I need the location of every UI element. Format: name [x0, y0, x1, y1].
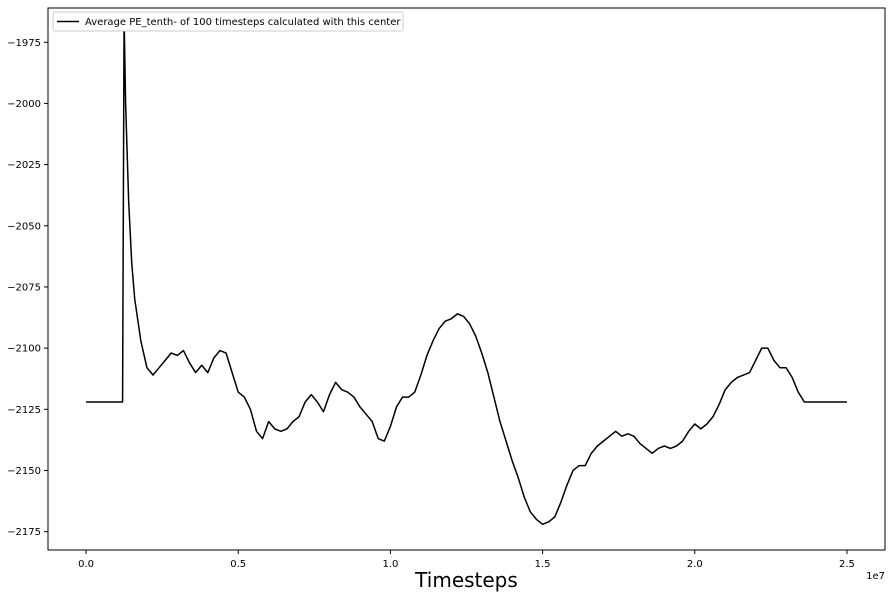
y-axis: −1975 −2000 −2025 −2050 −2075 −2100 −2125 −2150…: [7, 38, 48, 538]
legend-box: [52, 11, 404, 32]
x-tick-label: 1.0: [382, 559, 398, 570]
y-tick-label: −2025: [7, 160, 41, 171]
y-tick-label: −2050: [7, 221, 41, 232]
legend: Average PE_tenth- of 100 timesteps calcu…: [52, 11, 404, 32]
series-line-0: [86, 17, 847, 526]
x-axis: 0.0 0.5 1.0 1.5 2.0 2.5: [78, 550, 855, 570]
y-tick-label: −2150: [7, 466, 41, 477]
x-tick-label: 2.0: [687, 559, 703, 570]
x-tick-label: 1.5: [535, 559, 551, 570]
legend-entry-label: Average PE_tenth- of 100 timesteps calcu…: [85, 17, 401, 28]
x-tick-label: 2.5: [839, 559, 855, 570]
x-tick-label: 0.5: [230, 559, 246, 570]
plot-area: [47, 7, 886, 551]
y-tick-label: −2000: [7, 99, 41, 110]
y-tick-label: −2125: [7, 405, 41, 416]
x-axis-multiplier: 1e7: [866, 571, 885, 582]
plot-frame: [47, 7, 886, 551]
y-tick-label: −2100: [7, 344, 41, 355]
x-tick-label: 0.0: [78, 559, 94, 570]
series-layer: [86, 17, 847, 526]
y-tick-label: −1975: [7, 38, 41, 49]
y-tick-label: −2175: [7, 527, 41, 538]
x-axis-label: Timesteps: [414, 568, 518, 592]
y-tick-label: −2075: [7, 282, 41, 293]
